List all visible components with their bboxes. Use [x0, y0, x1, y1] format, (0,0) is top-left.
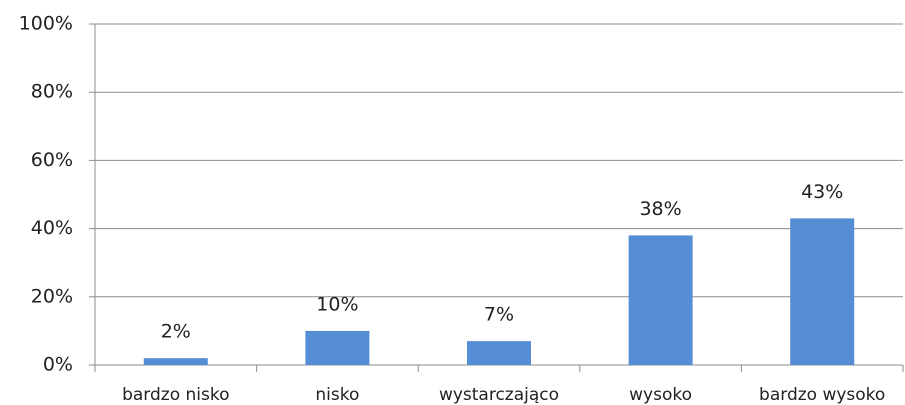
y-tick-label: 0%	[43, 354, 73, 376]
bar	[467, 341, 531, 365]
y-tick-label: 40%	[31, 217, 73, 239]
data-label: 43%	[801, 181, 843, 203]
data-label: 38%	[639, 198, 681, 220]
bar	[628, 235, 693, 365]
x-tick-label: wystarczająco	[439, 385, 559, 405]
y-tick-label: 80%	[31, 81, 73, 103]
data-label: 2%	[161, 321, 191, 343]
bar	[305, 330, 370, 365]
y-tick-label: 60%	[31, 149, 73, 171]
x-tick-label: nisko	[315, 385, 359, 405]
y-tick-label: 100%	[19, 13, 73, 35]
x-tick-label: bardzo wysoko	[759, 385, 885, 405]
y-tick-label: 20%	[31, 285, 73, 307]
bar	[143, 358, 208, 365]
data-label: 10%	[316, 293, 358, 315]
x-tick-label: bardzo nisko	[122, 385, 229, 405]
x-tick-label: wysoko	[629, 385, 692, 405]
data-label: 7%	[484, 304, 514, 326]
bar	[790, 218, 855, 365]
